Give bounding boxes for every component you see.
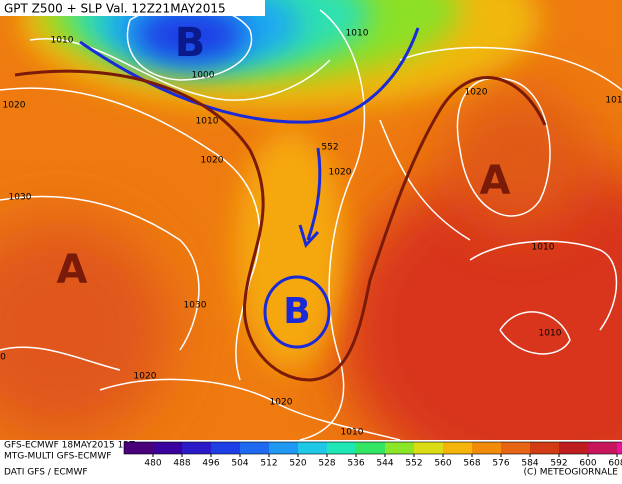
arrow: [306, 147, 322, 241]
colorbar-tick-label: 600: [579, 459, 596, 469]
colorbar-tick-label: 488: [173, 459, 190, 469]
colorbar-swatch: [356, 442, 385, 454]
isobar-label: 1020: [201, 156, 224, 166]
isobar-label: 1010: [341, 428, 364, 438]
colorbar-tick-label: 496: [202, 459, 219, 469]
colorbar-swatch: [385, 442, 414, 454]
isobar-label: 1020: [270, 398, 293, 408]
isobar-label: 1010: [532, 243, 555, 253]
isobar-label: 1010: [196, 117, 219, 127]
colorbar-tick-label: 584: [521, 459, 538, 469]
colorbar-swatch: [530, 442, 559, 454]
pressure-center: B: [175, 20, 206, 66]
colorbar-tick-label: 568: [463, 459, 480, 469]
colorbar-swatch: [443, 442, 472, 454]
copyright-label: (C) METEOGIORNALE: [524, 468, 619, 478]
isobar-label: 552: [321, 143, 338, 153]
isobar-label: 1020: [3, 101, 26, 111]
colorbar-swatch: [501, 442, 530, 454]
colorbar-swatch: [559, 442, 588, 454]
colorbar-tick-label: 536: [347, 459, 364, 469]
title-box: [0, 0, 265, 16]
colorbar-swatch: [327, 442, 356, 454]
map-title: GPT Z500 + SLP Val. 12Z21MAY2015: [4, 2, 226, 16]
isobar-label: 1030: [184, 301, 207, 311]
colorbar-tick-label: 560: [434, 459, 451, 469]
colorbar-swatch: [124, 442, 153, 454]
isobar-label: 101: [605, 96, 622, 106]
pressure-center: A: [57, 247, 88, 293]
colorbar-swatch: [588, 442, 617, 454]
colorbar-tick-label: 512: [260, 459, 277, 469]
colorbar-swatch: [472, 442, 501, 454]
colorbar-tick-label: 480: [144, 459, 161, 469]
low-circle: [263, 275, 331, 349]
isobar-label: 0: [0, 353, 6, 363]
isobar-label: 1030: [9, 193, 32, 203]
colorbar-tick-label: 608: [608, 459, 622, 469]
colorbar-tick-label: 552: [405, 459, 422, 469]
colorbar-tick-label: 576: [492, 459, 509, 469]
isobar-label: 1010: [539, 329, 562, 339]
colorbar-swatch: [269, 442, 298, 454]
colorbar-swatch: [617, 442, 622, 454]
isobar-label: 1020: [329, 168, 352, 178]
pressure-center: B: [283, 291, 310, 332]
model-label: MTG-MULTI GFS-ECMWF: [4, 452, 111, 462]
colorbar-tick-label: 544: [376, 459, 393, 469]
source-label: DATI GFS / ECMWF: [4, 468, 88, 478]
colorbar-tick-label: 504: [231, 459, 248, 469]
colorbar-swatch: [298, 442, 327, 454]
colorbar-swatch: [211, 442, 240, 454]
colorbar-swatch: [240, 442, 269, 454]
isobar-label: 1020: [134, 372, 157, 382]
pressure-center: A: [480, 158, 511, 204]
colorbar-tick-label: 528: [318, 459, 335, 469]
isobars: [0, 5, 622, 440]
isobar-label: 1010: [51, 36, 74, 46]
colorbar-tick-label: 592: [550, 459, 567, 469]
arrow-head: [298, 224, 320, 248]
run-label: GFS-ECMWF 18MAY2015 12Z: [4, 441, 135, 451]
trough-axis: [14, 69, 547, 382]
isobar-label: 1010: [346, 29, 369, 39]
colorbar-swatch: [414, 442, 443, 454]
isobar-label: 1000: [192, 71, 215, 81]
isobar-label: 1020: [465, 88, 488, 98]
colorbar-swatch: [182, 442, 211, 454]
colorbar-swatch: [153, 442, 182, 454]
colorbar-tick-label: 520: [289, 459, 306, 469]
